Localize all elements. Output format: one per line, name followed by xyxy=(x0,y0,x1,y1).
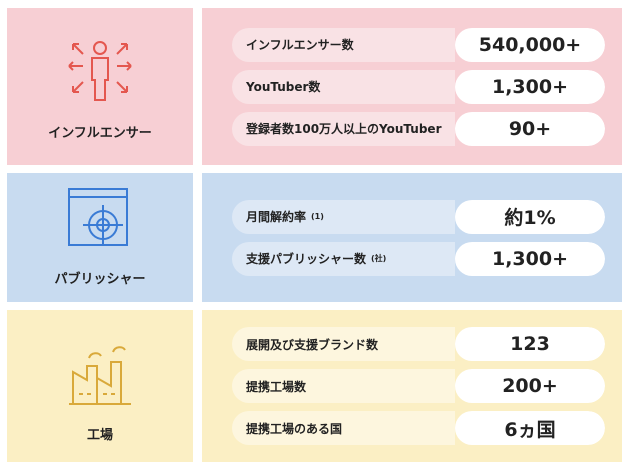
section: 工場 展開及び支援ブランド数 123 提携工場数 200+ 提携工場のある国 6ヵ国 xyxy=(7,310,622,462)
section-label-box: インフルエンサー xyxy=(7,8,193,165)
section-label-box: パブリッシャー xyxy=(7,173,193,302)
stat-value: 約1% xyxy=(455,199,605,234)
stat-value: 90+ xyxy=(455,111,605,146)
section-label: インフルエンサー xyxy=(48,126,152,141)
influencer-icon xyxy=(68,41,132,101)
section: パブリッシャー 月間解約率 (1) 約1% 支援パブリッシャー数 (社) 1,300+ xyxy=(7,173,622,302)
stat-label: インフルエンサー数 xyxy=(246,38,354,52)
stat-note: (1) xyxy=(311,212,324,221)
stat-value: 200+ xyxy=(455,369,605,403)
stat-label-cell: インフルエンサー数 xyxy=(232,27,455,62)
stat-row: 登録者数100万人以上のYouTuber 90+ xyxy=(232,111,605,146)
stat-value: 1,300+ xyxy=(455,69,605,104)
stat-label-cell: 提携工場のある国 xyxy=(232,411,455,445)
rows: 月間解約率 (1) 約1% 支援パブリッシャー数 (社) 1,300+ xyxy=(202,173,622,302)
stat-label: 支援パブリッシャー数 xyxy=(246,252,367,266)
stat-row: 月間解約率 (1) 約1% xyxy=(232,199,605,234)
stat-label-cell: YouTuber数 xyxy=(232,69,455,104)
stat-label-cell: 展開及び支援ブランド数 xyxy=(232,327,455,361)
stat-label: 月間解約率 xyxy=(246,210,307,224)
stat-label: YouTuber数 xyxy=(246,80,321,94)
section: インフルエンサー インフルエンサー数 540,000+ YouTuber数 1,300… xyxy=(7,8,622,165)
stat-label: 提携工場数 xyxy=(246,379,307,394)
publisher-icon xyxy=(68,188,128,246)
stat-row: インフルエンサー数 540,000+ xyxy=(232,27,605,62)
section-label: 工場 xyxy=(86,428,113,443)
stat-label-cell: 登録者数100万人以上のYouTuber xyxy=(232,111,455,146)
stat-row: 提携工場数 200+ xyxy=(232,369,605,403)
stat-value: 6ヵ国 xyxy=(455,411,605,445)
stat-label-cell: 月間解約率 (1) xyxy=(232,199,455,234)
factory-icon xyxy=(69,346,131,405)
stat-value: 123 xyxy=(455,327,605,361)
rows: インフルエンサー数 540,000+ YouTuber数 1,300+ 登録者数100万… xyxy=(202,8,622,165)
stat-label-cell: 支援パブリッシャー数 (社) xyxy=(232,241,455,276)
stat-label-cell: 提携工場数 xyxy=(232,369,455,403)
section-label-box: 工場 xyxy=(7,310,193,462)
section-label: パブリッシャー xyxy=(54,272,146,287)
stat-row: YouTuber数 1,300+ xyxy=(232,69,605,104)
stat-label: 展開及び支援ブランド数 xyxy=(246,337,379,352)
stat-label: 登録者数100万人以上のYouTuber xyxy=(246,122,442,136)
stat-label: 提携工場のある国 xyxy=(246,421,343,436)
stat-row: 支援パブリッシャー数 (社) 1,300+ xyxy=(232,241,605,276)
rows: 展開及び支援ブランド数 123 提携工場数 200+ 提携工場のある国 6ヵ国 xyxy=(202,310,622,462)
stat-value: 540,000+ xyxy=(455,27,605,62)
stat-note: (社) xyxy=(371,254,387,263)
stat-row: 展開及び支援ブランド数 123 xyxy=(232,327,605,361)
stat-value: 1,300+ xyxy=(455,241,605,276)
stat-row: 提携工場のある国 6ヵ国 xyxy=(232,411,605,445)
